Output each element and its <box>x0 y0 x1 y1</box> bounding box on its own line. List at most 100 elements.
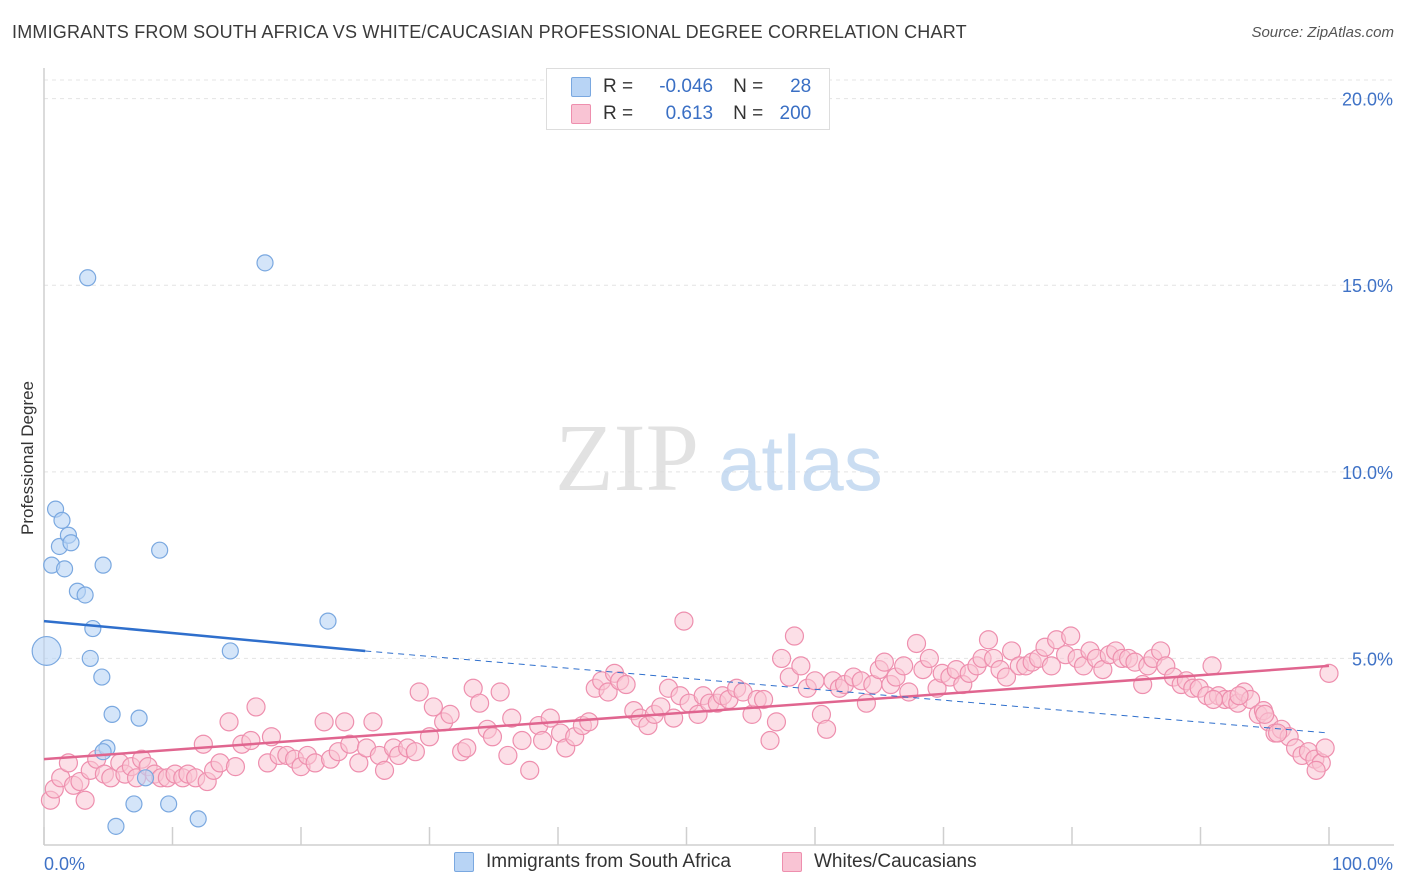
data-point-whites <box>753 689 774 710</box>
data-point-whites <box>996 667 1017 687</box>
data-point-whites <box>791 656 811 676</box>
data-point-whites <box>779 667 799 687</box>
data-point-whites <box>405 742 425 762</box>
data-point-whites <box>771 648 792 669</box>
data-point-whites <box>423 697 443 717</box>
data-point-whites <box>856 693 877 713</box>
data-point-whites <box>314 712 334 732</box>
data-point-whites <box>579 712 599 732</box>
x-tick-label: 0.0% <box>44 854 85 874</box>
legend-row-blue: R = -0.046 N = 28 <box>571 74 811 100</box>
data-point-south-africa <box>79 269 97 287</box>
data-point-whites <box>457 738 477 758</box>
data-point-south-africa <box>31 635 62 666</box>
trendline-whites <box>43 664 1330 761</box>
legend-item-whites: Whites/Caucasians <box>782 851 977 873</box>
data-point-whites <box>816 719 837 739</box>
watermark-zip: ZIP <box>555 404 699 511</box>
data-point-whites <box>1255 704 1275 724</box>
data-point-whites <box>1202 656 1222 676</box>
legend-r-label: R = <box>603 103 634 124</box>
data-point-south-africa <box>107 817 125 835</box>
data-point-whites <box>805 671 825 691</box>
data-point-whites <box>532 730 553 751</box>
data-point-whites <box>409 682 429 702</box>
data-point-whites <box>502 708 522 728</box>
data-point-whites <box>688 704 708 724</box>
data-point-whites <box>1306 760 1326 780</box>
data-point-south-africa <box>136 769 155 787</box>
legend-r-value: -0.046 <box>659 76 714 97</box>
data-point-whites <box>894 656 914 676</box>
legend-n-label: N = <box>733 103 764 124</box>
data-point-whites <box>1267 723 1288 743</box>
legend-swatch-blue <box>454 852 474 872</box>
x-tick-label: 100.0% <box>1332 854 1393 874</box>
data-point-whites <box>219 712 239 732</box>
data-point-whites <box>919 648 939 669</box>
data-point-whites <box>440 704 460 724</box>
data-point-south-africa <box>76 586 94 604</box>
data-point-whites <box>784 626 805 646</box>
data-point-south-africa <box>93 668 111 686</box>
data-point-south-africa <box>160 795 178 813</box>
data-point-south-africa <box>53 511 71 529</box>
data-point-south-africa <box>84 619 102 638</box>
legend-n-value: 28 <box>790 76 812 97</box>
legend-item-south-africa: Immigrants from South Africa <box>454 851 731 873</box>
data-point-whites <box>246 697 266 717</box>
data-point-south-africa <box>81 649 99 668</box>
legend-n-value: 200 <box>779 103 812 124</box>
data-point-whites <box>374 760 395 780</box>
data-point-south-africa <box>189 810 207 828</box>
data-point-south-africa <box>94 556 112 574</box>
watermark-atlas: atlas <box>718 419 883 507</box>
y-tick-label: 5.0% <box>1352 649 1393 669</box>
data-point-whites <box>75 790 95 810</box>
y-tick-label: 10.0% <box>1342 463 1393 483</box>
data-point-whites <box>470 693 490 713</box>
data-point-whites <box>349 753 369 773</box>
legend-swatch-blue <box>571 77 591 97</box>
data-point-whites <box>241 730 261 751</box>
data-point-south-africa <box>125 795 143 813</box>
data-point-whites <box>978 630 999 650</box>
data-point-south-africa <box>94 743 112 761</box>
data-point-south-africa <box>130 709 148 727</box>
legend-r-value: 0.613 <box>665 103 714 124</box>
data-point-whites <box>906 633 927 654</box>
data-point-whites <box>899 682 919 702</box>
data-point-whites <box>490 682 510 702</box>
y-tick-label: 20.0% <box>1342 90 1393 110</box>
trendline-south-africa-dashed <box>365 650 1330 734</box>
data-point-whites <box>520 760 540 780</box>
trendline-south-africa <box>43 619 366 653</box>
data-point-whites <box>1229 686 1249 706</box>
data-point-whites <box>651 697 671 717</box>
data-point-whites <box>616 674 636 695</box>
data-point-south-africa <box>256 254 274 272</box>
data-point-whites <box>1203 689 1223 710</box>
data-point-south-africa <box>151 541 169 559</box>
data-point-whites <box>874 652 894 672</box>
data-point-whites <box>498 745 518 766</box>
data-point-whites <box>766 712 787 732</box>
data-point-whites <box>1002 641 1022 661</box>
data-point-whites <box>674 611 694 631</box>
data-point-whites <box>363 712 383 732</box>
data-point-whites <box>598 682 618 702</box>
data-point-whites <box>1315 738 1335 758</box>
legend-label-whites: Whites/Caucasians <box>814 851 977 872</box>
legend-swatch-pink <box>782 852 802 872</box>
data-point-whites <box>1041 656 1062 676</box>
legend-stats: R = -0.046 N = 28 R = 0.613 N = 200 <box>546 68 830 130</box>
data-point-whites <box>760 730 780 751</box>
legend-row-pink: R = 0.613 N = 200 <box>571 101 811 127</box>
data-point-whites <box>1061 626 1081 646</box>
data-point-whites <box>1319 663 1339 683</box>
legend-bottom: Immigrants from South Africa Whites/Cauc… <box>0 851 1406 879</box>
data-point-whites <box>512 730 532 751</box>
legend-r-label: R = <box>603 76 634 97</box>
data-point-whites <box>335 712 355 732</box>
legend-n-label: N = <box>733 76 764 97</box>
